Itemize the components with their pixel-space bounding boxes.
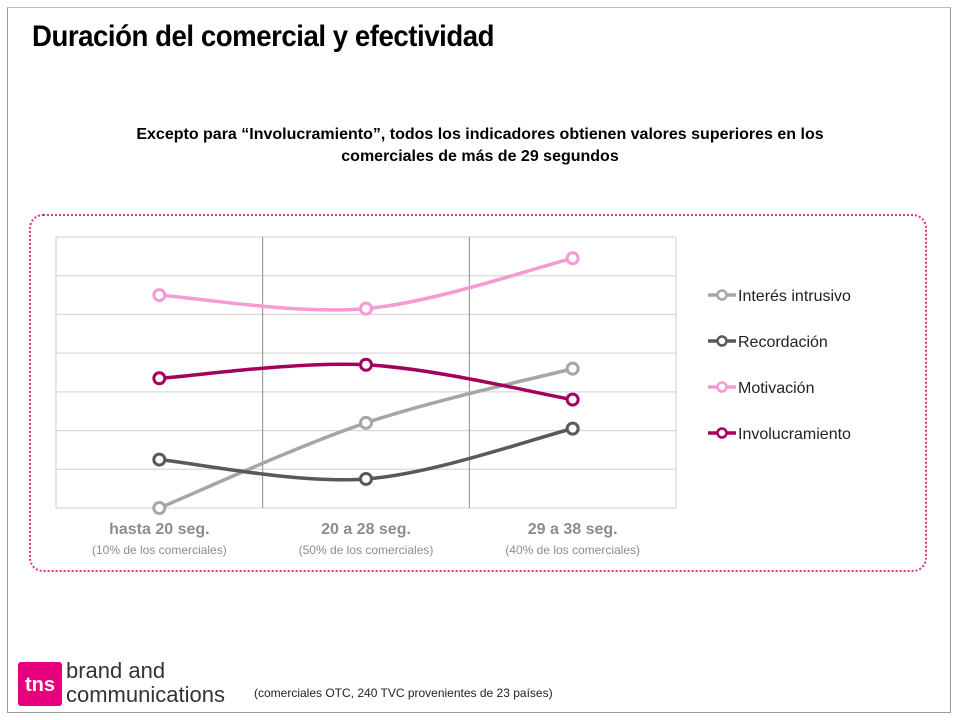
page-title: Duración del comercial y efectividad — [32, 20, 495, 53]
data-point-involucramiento — [359, 357, 373, 372]
slide-frame — [7, 7, 951, 713]
data-point-interes-intrusivo — [152, 501, 167, 515]
legend-label: Motivación — [738, 380, 814, 397]
data-point-motivacion — [359, 301, 373, 316]
footnote: (comerciales OTC, 240 TVC provenientes d… — [254, 686, 553, 700]
legend-swatch-marker — [716, 289, 728, 301]
legend-swatch-marker — [716, 381, 728, 393]
x-tick-sublabel: (40% de los comerciales) — [505, 543, 641, 557]
data-point-involucramiento — [565, 392, 580, 407]
grid — [55, 236, 677, 509]
data-point-interes-intrusivo — [565, 361, 580, 376]
legend-item-interes-intrusivo: Interés intrusivo — [708, 288, 851, 305]
logo-text: brand and communications — [66, 659, 225, 707]
legend-label: Interés intrusivo — [738, 288, 851, 305]
x-tick-label: 20 a 28 seg. — [321, 521, 411, 538]
subtitle-line-2: comerciales de más de 29 segundos — [341, 148, 619, 165]
x-tick-label: 29 a 38 seg. — [527, 521, 618, 538]
series-recordacion — [152, 421, 580, 486]
page-subtitle: Excepto para “Involucramiento”, todos lo… — [40, 124, 920, 168]
data-point-recordacion — [152, 452, 167, 467]
series-motivacion — [152, 251, 580, 316]
legend-item-recordacion: Recordación — [708, 334, 828, 351]
subtitle-line-1: Excepto para “Involucramiento”, todos lo… — [136, 126, 824, 143]
data-point-recordacion — [359, 471, 373, 486]
legend-label: Involucramiento — [738, 426, 851, 443]
x-tick-label: hasta 20 seg. — [109, 521, 210, 538]
data-point-motivacion — [152, 288, 167, 303]
legend-item-involucramiento: Involucramiento — [708, 426, 851, 443]
series-line-interes-intrusivo — [157, 366, 575, 510]
data-point-interes-intrusivo — [359, 415, 373, 430]
series-involucramiento — [152, 357, 580, 407]
legend-item-motivacion: Motivación — [708, 380, 814, 397]
logo-text-line-2: communications — [66, 682, 225, 707]
legend-swatch-marker — [716, 335, 728, 347]
logo-text-line-1: brand and — [66, 658, 166, 683]
x-tick-sublabel: (50% de los comerciales) — [298, 543, 434, 557]
series-layer — [152, 251, 580, 515]
chart-container — [29, 214, 927, 572]
tns-logo-mark: tns — [18, 662, 62, 706]
series-interes-intrusivo — [152, 361, 580, 515]
data-point-involucramiento — [152, 371, 167, 386]
legend-swatch-marker — [716, 427, 728, 439]
data-point-motivacion — [565, 251, 580, 266]
data-point-recordacion — [565, 421, 580, 436]
legend-label: Recordación — [738, 334, 828, 351]
legend: Interés intrusivo Recordación Motivación In… — [708, 288, 851, 443]
x-tick-sublabel: (10% de los comerciales) — [91, 543, 227, 557]
